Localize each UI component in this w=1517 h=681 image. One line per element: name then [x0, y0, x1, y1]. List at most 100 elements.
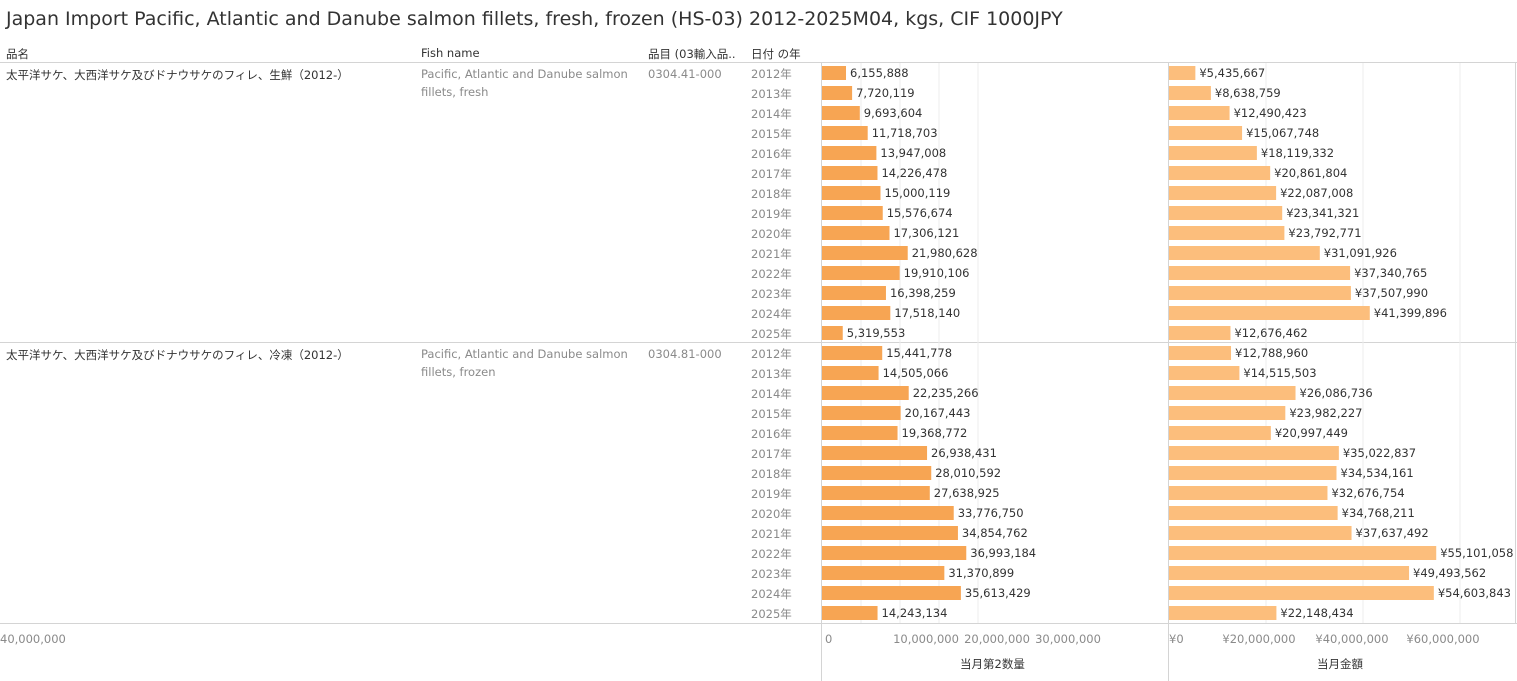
data-label-quantity-0304.81-000-2024年: 35,613,429: [965, 586, 1031, 600]
data-label-value-0304.41-000-2013年: ¥8,638,759: [1215, 86, 1281, 100]
bar-quantity-0304.81-000-2019年: [822, 486, 930, 500]
hs-code-frozen: 0304.81-000: [648, 347, 722, 361]
bar-quantity-0304.41-000-2013年: [822, 86, 853, 100]
bar-value-0304.81-000-2014年: [1169, 386, 1296, 400]
data-label-value-0304.41-000-2022年: ¥37,340,765: [1354, 266, 1427, 280]
year-label-0304.41-000-2014年: 2014年: [751, 107, 792, 121]
year-label-0304.81-000-2018年: 2018年: [751, 467, 792, 481]
data-label-value-0304.41-000-2012年: ¥5,435,667: [1199, 66, 1265, 80]
data-label-value-0304.41-000-2024年: ¥41,399,896: [1374, 306, 1447, 320]
data-label-value-0304.81-000-2025年: ¥22,148,434: [1280, 606, 1353, 620]
data-label-value-0304.41-000-2016年: ¥18,119,332: [1261, 146, 1334, 160]
table-bottom-border: [0, 623, 1517, 624]
bar-quantity-0304.41-000-2015年: [822, 126, 868, 140]
year-label-0304.41-000-2025年: 2025年: [751, 327, 792, 341]
header-hs-code[interactable]: 品目 (03輸入品..: [648, 47, 736, 61]
data-label-value-0304.81-000-2016年: ¥20,997,449: [1275, 426, 1348, 440]
year-label-0304.41-000-2022年: 2022年: [751, 267, 792, 281]
bar-value-0304.41-000-2024年: [1169, 306, 1370, 320]
bar-value-0304.41-000-2015年: [1169, 126, 1243, 140]
data-label-value-0304.81-000-2014年: ¥26,086,736: [1300, 386, 1373, 400]
year-label-0304.41-000-2015年: 2015年: [751, 127, 792, 141]
bar-value-0304.81-000-2019年: [1169, 486, 1328, 500]
data-label-value-0304.41-000-2021年: ¥31,091,926: [1324, 246, 1397, 260]
bar-quantity-0304.81-000-2015年: [822, 406, 901, 420]
bar-value-0304.41-000-2019年: [1169, 206, 1283, 220]
data-label-quantity-0304.81-000-2017年: 26,938,431: [931, 446, 997, 460]
product-jp-fresh: 太平洋サケ、大西洋サケ及びドナウサケのフィレ、生鮮（2012-）: [6, 68, 349, 82]
year-label-0304.81-000-2013年: 2013年: [751, 367, 792, 381]
header-year[interactable]: 日付 の年: [751, 47, 801, 61]
header-fish-name[interactable]: Fish name: [421, 46, 480, 60]
x-tick-label-value-3: ¥60,000,000: [1406, 632, 1479, 646]
bar-value-0304.81-000-2018年: [1169, 466, 1337, 480]
header-product-jp[interactable]: 品名: [6, 47, 29, 61]
year-label-0304.41-000-2016年: 2016年: [751, 147, 792, 161]
bar-quantity-0304.41-000-2017年: [822, 166, 878, 180]
bar-value-0304.41-000-2020年: [1169, 226, 1285, 240]
data-label-quantity-0304.81-000-2023年: 31,370,899: [948, 566, 1014, 580]
bar-quantity-0304.41-000-2019年: [822, 206, 883, 220]
bar-value-0304.41-000-2016年: [1169, 146, 1257, 160]
data-label-value-0304.41-000-2018年: ¥22,087,008: [1280, 186, 1353, 200]
x-tick-label-value-2: ¥40,000,000: [1315, 632, 1388, 646]
data-label-value-0304.81-000-2015年: ¥23,982,227: [1289, 406, 1362, 420]
bar-quantity-0304.81-000-2021年: [822, 526, 958, 540]
bar-quantity-0304.41-000-2021年: [822, 246, 908, 260]
bar-quantity-0304.81-000-2020年: [822, 506, 954, 520]
x-tick-label-value-0: ¥0: [1169, 632, 1184, 646]
bar-quantity-0304.41-000-2020年: [822, 226, 890, 240]
year-label-0304.41-000-2024年: 2024年: [751, 307, 792, 321]
bar-value-0304.81-000-2022年: [1169, 546, 1437, 560]
bar-quantity-0304.81-000-2023年: [822, 566, 945, 580]
data-label-value-0304.41-000-2015年: ¥15,067,748: [1246, 126, 1319, 140]
data-label-quantity-0304.41-000-2021年: 21,980,628: [912, 246, 978, 260]
bar-quantity-0304.41-000-2023年: [822, 286, 886, 300]
bar-quantity-0304.41-000-2018年: [822, 186, 881, 200]
data-label-quantity-0304.41-000-2019年: 15,576,674: [887, 206, 953, 220]
bar-quantity-0304.81-000-2014年: [822, 386, 909, 400]
year-label-0304.81-000-2023年: 2023年: [751, 567, 792, 581]
fish-name-fresh: Pacific, Atlantic and Danube salmon fill…: [421, 67, 628, 99]
data-label-value-0304.41-000-2025年: ¥12,676,462: [1234, 326, 1307, 340]
group-divider: [0, 342, 1517, 343]
data-label-quantity-0304.81-000-2016年: 19,368,772: [902, 426, 968, 440]
data-label-value-0304.81-000-2020年: ¥34,768,211: [1342, 506, 1415, 520]
pane-divider-middle: [1168, 62, 1169, 681]
year-label-0304.41-000-2012年: 2012年: [751, 67, 792, 81]
data-label-quantity-0304.41-000-2020年: 17,306,121: [893, 226, 959, 240]
bar-value-0304.41-000-2014年: [1169, 106, 1230, 120]
data-label-quantity-0304.41-000-2022年: 19,910,106: [904, 266, 970, 280]
data-label-value-0304.81-000-2018年: ¥34,534,161: [1340, 466, 1413, 480]
bar-quantity-0304.41-000-2024年: [822, 306, 891, 320]
year-label-0304.81-000-2020年: 2020年: [751, 507, 792, 521]
data-label-quantity-0304.41-000-2012年: 6,155,888: [850, 66, 909, 80]
data-label-quantity-0304.81-000-2012年: 15,441,778: [886, 346, 952, 360]
bar-value-0304.81-000-2016年: [1169, 426, 1271, 440]
x-tick-label-quantity-0: 0: [825, 632, 832, 646]
data-label-value-0304.41-000-2017年: ¥20,861,804: [1274, 166, 1347, 180]
year-label-0304.81-000-2025年: 2025年: [751, 607, 792, 621]
year-label-0304.41-000-2018年: 2018年: [751, 187, 792, 201]
bar-value-0304.81-000-2017年: [1169, 446, 1339, 460]
bar-quantity-0304.81-000-2022年: [822, 546, 967, 560]
data-label-quantity-0304.81-000-2015年: 20,167,443: [905, 406, 971, 420]
data-label-quantity-0304.81-000-2020年: 33,776,750: [958, 506, 1024, 520]
bar-value-0304.41-000-2017年: [1169, 166, 1271, 180]
bar-quantity-0304.81-000-2013年: [822, 366, 879, 380]
data-label-value-0304.81-000-2019年: ¥32,676,754: [1331, 486, 1404, 500]
hs-code-fresh: 0304.41-000: [648, 67, 722, 81]
data-label-value-0304.41-000-2020年: ¥23,792,771: [1288, 226, 1361, 240]
bar-value-0304.81-000-2025年: [1169, 606, 1277, 620]
year-label-0304.81-000-2024年: 2024年: [751, 587, 792, 601]
product-jp-frozen: 太平洋サケ、大西洋サケ及びドナウサケのフィレ、冷凍（2012-）: [6, 348, 349, 362]
data-label-quantity-0304.81-000-2022年: 36,993,184: [970, 546, 1036, 560]
bar-quantity-0304.41-000-2014年: [822, 106, 860, 120]
data-label-value-0304.81-000-2012年: ¥12,788,960: [1235, 346, 1308, 360]
bar-quantity-0304.81-000-2012年: [822, 346, 883, 360]
data-label-quantity-0304.41-000-2017年: 14,226,478: [881, 166, 947, 180]
bar-quantity-0304.81-000-2016年: [822, 426, 898, 440]
data-label-quantity-0304.81-000-2019年: 27,638,925: [934, 486, 1000, 500]
bar-value-0304.81-000-2021年: [1169, 526, 1352, 540]
data-label-value-0304.41-000-2023年: ¥37,507,990: [1355, 286, 1428, 300]
